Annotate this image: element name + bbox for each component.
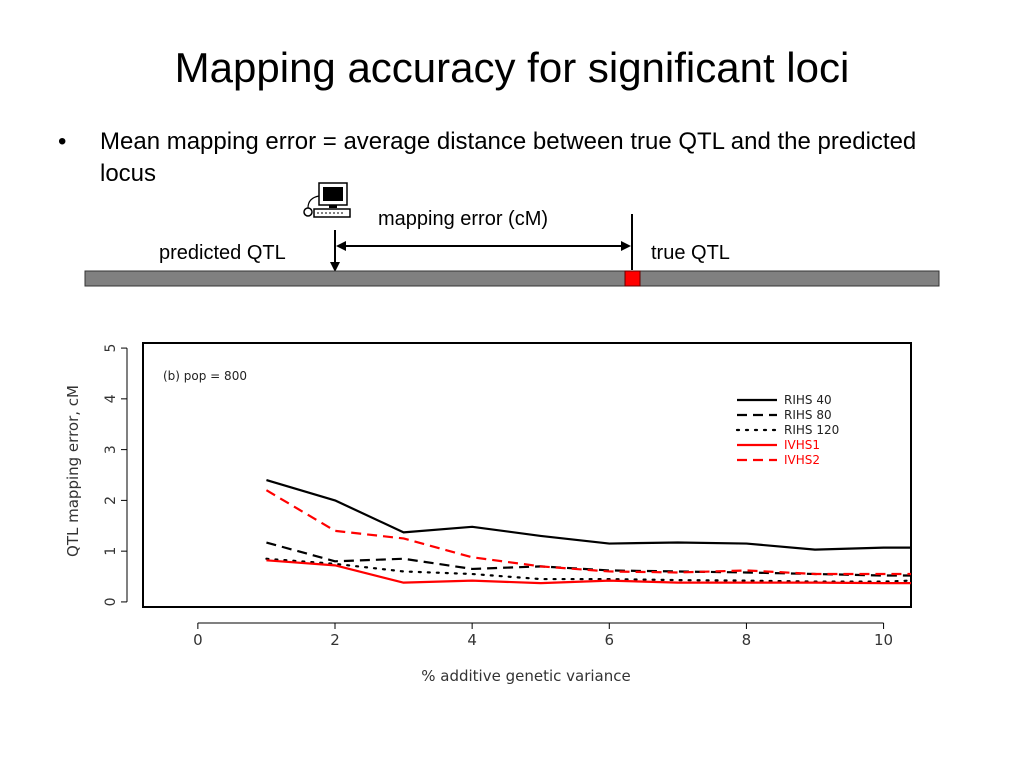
legend-label: RIHS 40 [784,393,832,407]
predicted-qtl-label: predicted QTL [159,242,286,264]
x-tick-label: 10 [874,631,893,649]
x-tick-label: 8 [742,631,752,649]
x-tick-label: 6 [605,631,615,649]
computer-icon [303,182,351,218]
y-tick-label: 3 [103,445,119,454]
y-tick-label: 2 [103,496,119,505]
slide-title: Mapping accuracy for significant loci [174,44,850,91]
x-tick-label: 2 [330,631,340,649]
chromosome-bar [84,270,940,287]
error-arrow-right-head [621,241,631,251]
mapping-error-label: mapping error (cM) [378,208,549,230]
legend-label: RIHS 120 [784,423,839,437]
chart-annotation: (b) pop = 800 [163,369,247,383]
legend-label: RIHS 80 [784,408,832,422]
x-axis-label: % additive genetic variance [421,667,630,685]
legend-label: IVHS1 [784,438,820,452]
chart-series [265,479,913,585]
error-arrow-left-head [336,241,346,251]
series-line-rihs-80 [266,541,911,577]
bullet-text: Mean mapping error = average distance be… [100,128,917,187]
series-line-ivhs2 [265,489,911,576]
legend-label: IVHS2 [784,453,820,467]
true-qtl-label: true QTL [651,242,730,264]
mapping-error-diagram [84,182,940,287]
y-tick-label: 1 [103,547,119,556]
x-tick-label: 4 [467,631,477,649]
series-line-rihs-120 [265,557,913,583]
y-tick-label: 4 [103,394,119,403]
x-tick-label: 0 [193,631,203,649]
true-qtl-marker [624,270,641,287]
y-tick-label: 0 [103,597,119,606]
predicted-marker-arrowhead [330,262,340,272]
y-tick-label: 5 [103,344,119,353]
y-axis-label: QTL mapping error, cM [64,385,82,557]
series-line-ivhs1 [266,559,911,585]
bullet-dot: • [58,128,67,155]
series-line-rihs-40 [266,479,911,551]
chart-axes: 0 2 4 6 8 10 0 1 2 3 4 5 [103,342,912,649]
plot-frame [142,342,912,608]
